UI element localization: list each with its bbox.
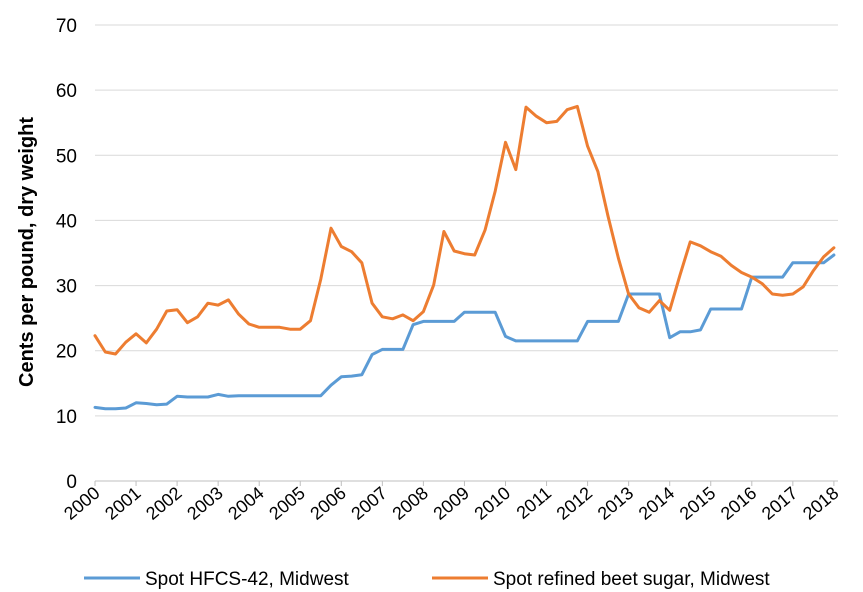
x-axis-ticks: 2000200120022003200420052006200720082009…: [60, 481, 842, 524]
x-tick-label: 2006: [306, 483, 350, 524]
x-tick-label: 2017: [758, 483, 802, 524]
legend-label: Spot HFCS-42, Midwest: [145, 569, 350, 590]
gridlines: [95, 24, 838, 417]
legend: Spot HFCS-42, Midwest Spot refined beet s…: [84, 569, 770, 590]
x-tick-label: 2008: [388, 483, 432, 524]
x-tick-label: 2010: [471, 483, 515, 524]
series-lines: [93, 104, 836, 411]
x-tick-label: 2003: [183, 483, 227, 524]
y-tick-label: 50: [56, 146, 77, 167]
x-tick-label: 2012: [553, 483, 597, 524]
x-tick-label: 2014: [635, 483, 679, 524]
x-tick-label: 2002: [142, 483, 186, 524]
y-axis-label: Cents per pound, dry weight: [16, 117, 38, 387]
series-line-2: [93, 104, 836, 356]
x-tick-label: 2011: [513, 483, 556, 523]
y-tick-label: 10: [56, 407, 77, 428]
x-tick-label: 2004: [224, 483, 268, 524]
x-tick-label: 2016: [717, 483, 761, 524]
legend-label: Spot refined beet sugar, Midwest: [493, 569, 770, 590]
x-tick-label: 2009: [429, 483, 473, 524]
x-tick-label: 2015: [676, 483, 720, 524]
x-tick-label: 2001: [101, 483, 145, 524]
y-tick-label: 40: [56, 211, 77, 232]
y-tick-label: 60: [56, 81, 77, 102]
x-tick-label: 2018: [799, 483, 843, 524]
series-line-1: [93, 253, 836, 411]
y-tick-label: 0: [66, 472, 77, 493]
x-tick-label: 2013: [594, 483, 638, 524]
y-tick-label: 70: [56, 16, 77, 37]
y-tick-label: 30: [56, 277, 77, 298]
x-tick-label: 2007: [347, 483, 391, 524]
y-axis-ticks: 0 10 20 30 40 50 60 70: [56, 16, 77, 493]
x-tick-label: 2005: [265, 483, 309, 524]
y-tick-label: 20: [56, 342, 77, 363]
